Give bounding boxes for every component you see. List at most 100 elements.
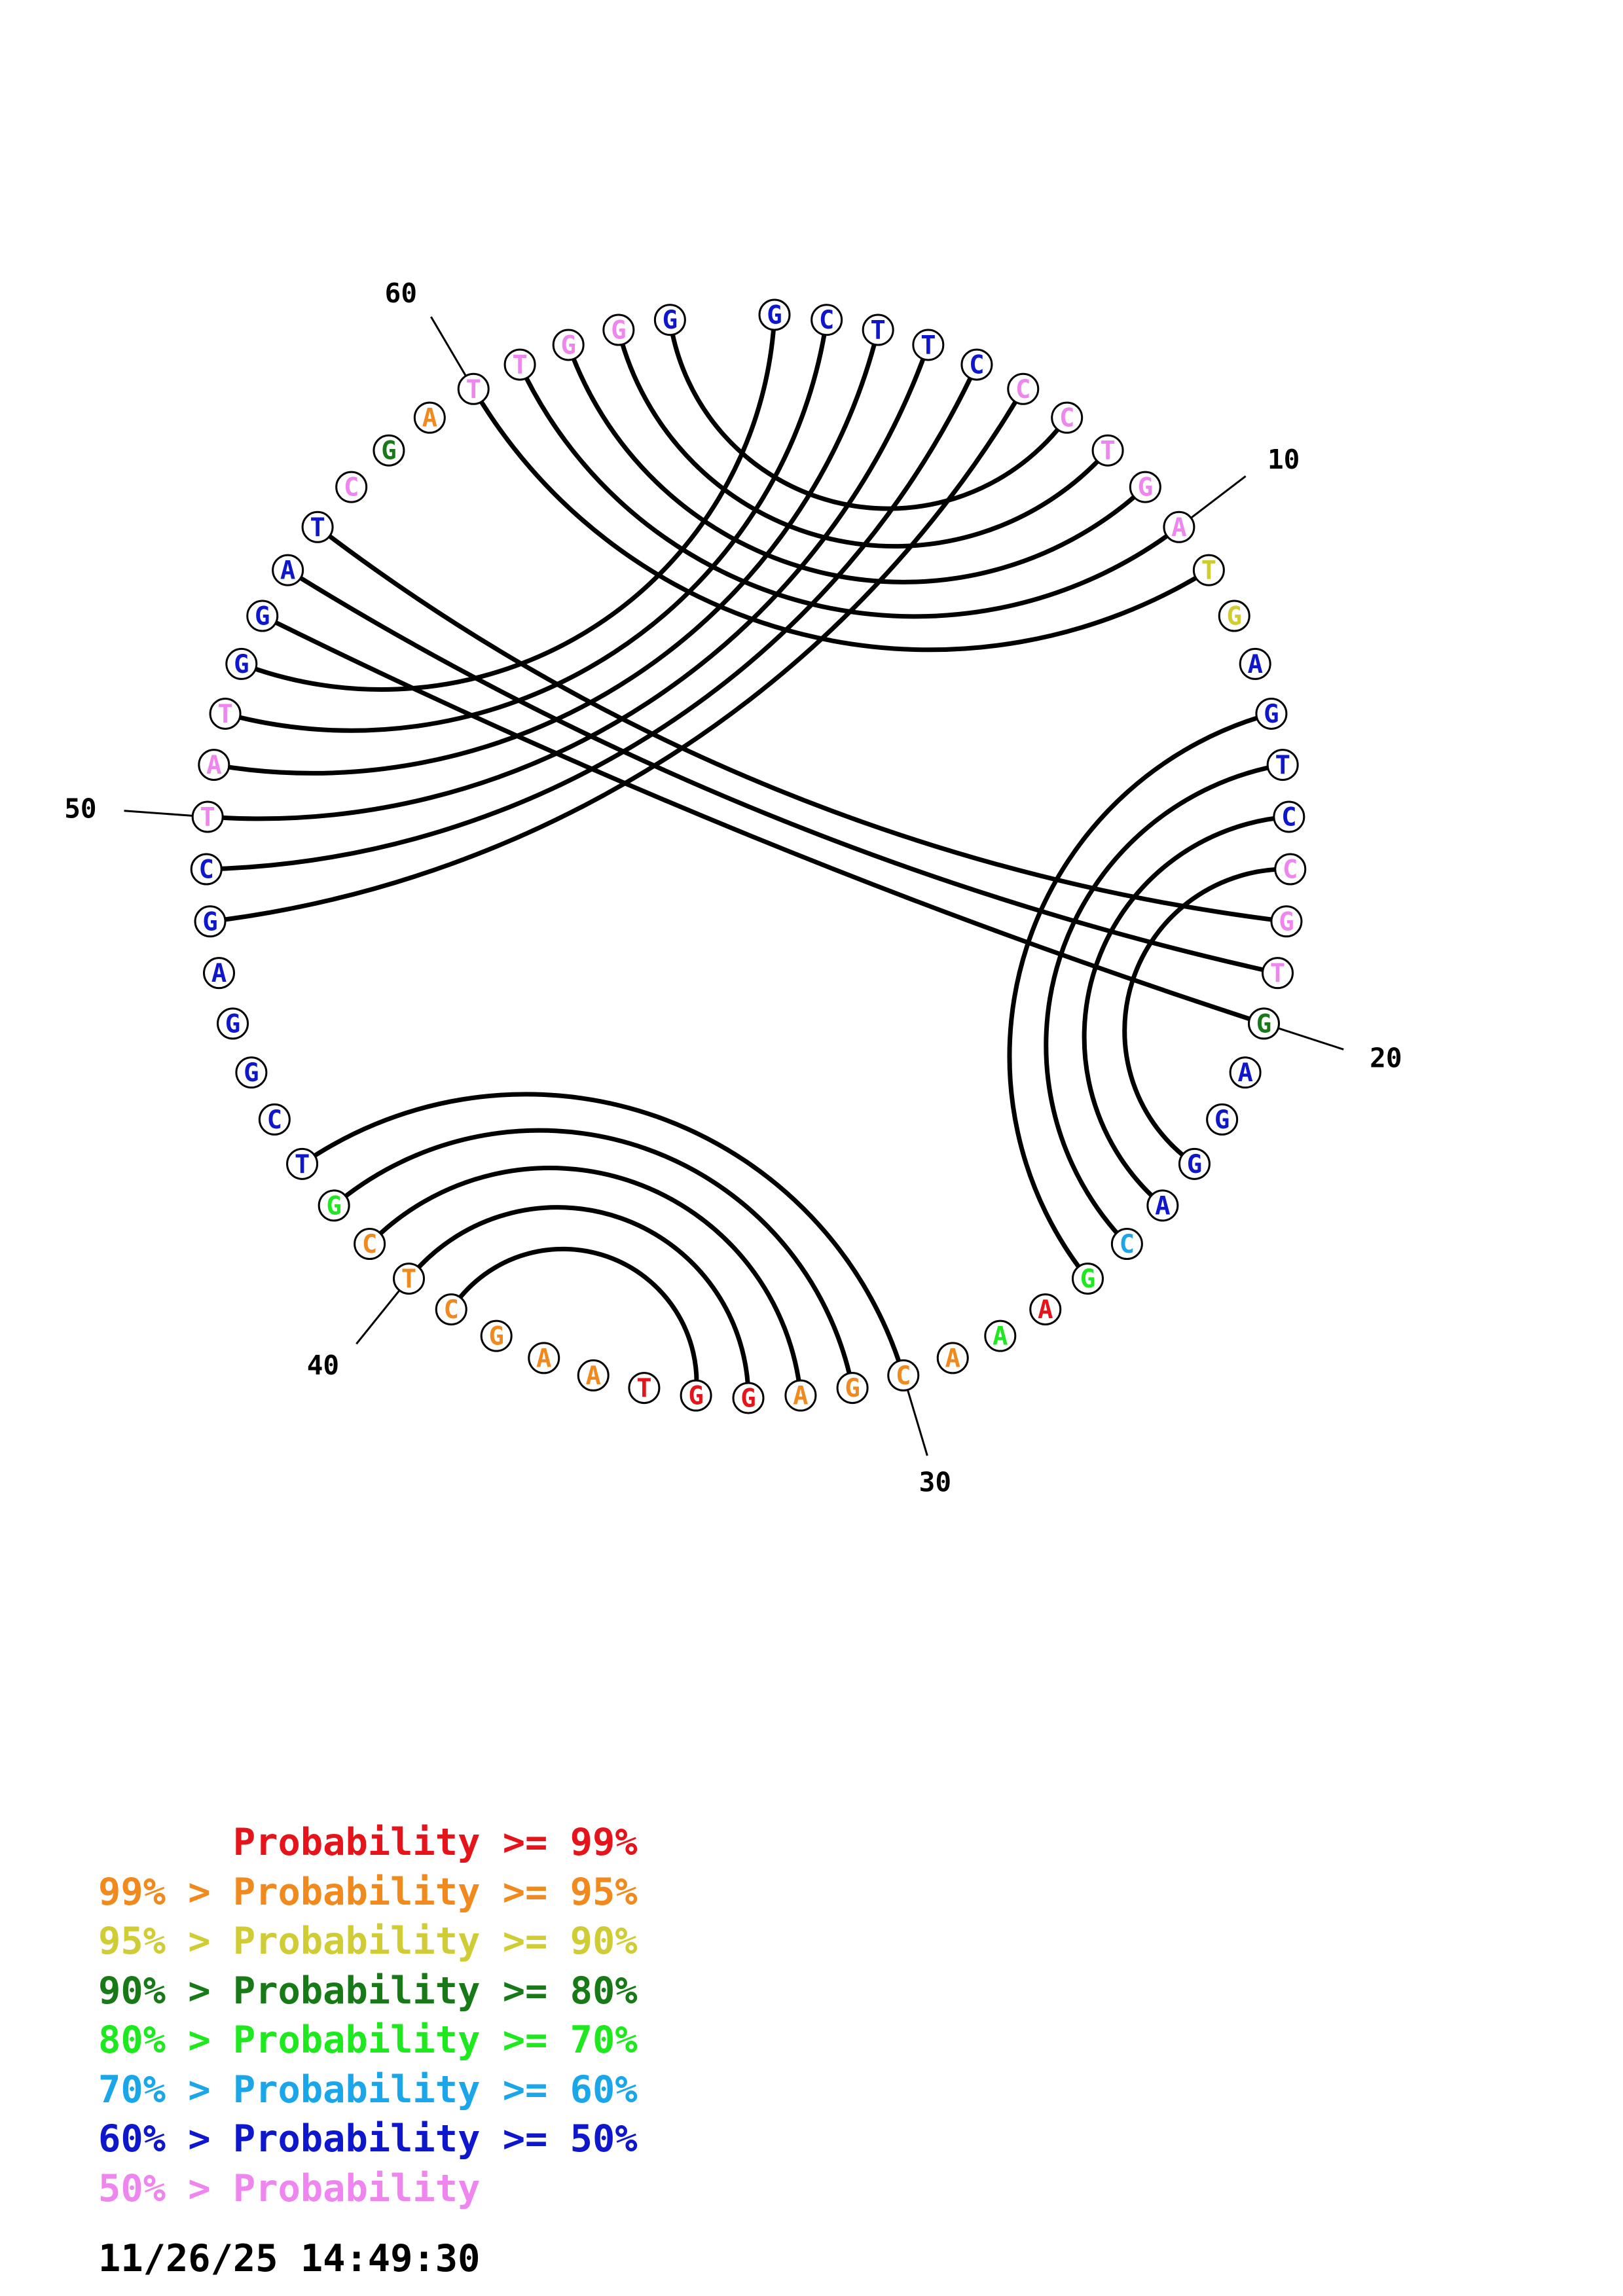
pair-arc-14-26 <box>1007 711 1272 1280</box>
nucleotide-3: T <box>862 314 894 346</box>
nucleotide-7: C <box>1051 401 1084 434</box>
nucleotide-22: G <box>1206 1103 1239 1136</box>
nucleotide-letter: C <box>362 1230 377 1259</box>
nucleotide-29: A <box>936 1342 969 1374</box>
nucleotide-53: G <box>225 647 258 680</box>
nucleotide-circle <box>1218 600 1250 632</box>
nucleotide-24: A <box>1146 1189 1179 1222</box>
nucleotide-letter: A <box>1237 1058 1252 1088</box>
pair-arc-4-50 <box>207 344 931 821</box>
nucleotide-letter: C <box>1283 855 1298 885</box>
legend-row-yellow: 95% > Probability >= 90% <box>98 1920 638 1963</box>
nucleotide-letter: A <box>585 1361 600 1391</box>
nucleotide-letter: A <box>1171 513 1186 543</box>
nucleotide-26: G <box>1071 1263 1104 1295</box>
nucleotide-56: T <box>301 511 334 543</box>
pair-arc-3-51 <box>213 329 881 776</box>
nucleotide-letter: G <box>1187 1150 1202 1179</box>
position-label-30: 30 <box>919 1466 951 1498</box>
nucleotide-9: G <box>1129 471 1161 503</box>
nucleotide-44: C <box>258 1103 291 1136</box>
nucleotide-60: T <box>457 372 490 405</box>
nucleotide-circle <box>602 314 635 346</box>
nucleotide-25: C <box>1110 1228 1143 1261</box>
nucleotide-circle <box>836 1372 869 1405</box>
nucleotide-35: T <box>628 1372 661 1405</box>
nucleotide-letter: A <box>280 556 295 586</box>
nucleotide-letter: G <box>202 907 217 937</box>
nucleotide-circle <box>1206 1103 1239 1136</box>
nucleotide-33: G <box>732 1382 765 1414</box>
nucleotide-letter: A <box>1155 1191 1170 1221</box>
nucleotide-55: A <box>272 554 304 586</box>
nucleotide-circle <box>758 298 791 331</box>
nucleotide-58: G <box>373 434 405 467</box>
nucleotide-63: G <box>602 314 635 346</box>
nucleotide-50: T <box>191 800 224 833</box>
nucleotide-circle <box>198 749 230 781</box>
nucleotide-letter: G <box>1256 1009 1271 1039</box>
nucleotide-48: G <box>194 905 227 938</box>
position-tick-60 <box>430 316 467 377</box>
nucleotide-letter: G <box>663 306 678 335</box>
nucleotide-circle <box>258 1103 291 1136</box>
nucleotide-15: T <box>1266 749 1299 781</box>
legend-row-green: 80% > Probability >= 70% <box>98 2018 638 2062</box>
nucleotide-circle <box>984 1319 1017 1352</box>
nucleotide-28: A <box>984 1319 1017 1352</box>
nucleotide-letter: T <box>465 375 481 404</box>
nucleotide-17: C <box>1274 853 1307 886</box>
nucleotide-letter: A <box>993 1322 1008 1352</box>
nucleotide-circle <box>1110 1228 1143 1261</box>
nucleotide-letter: A <box>206 751 221 780</box>
position-label-10: 10 <box>1267 444 1300 475</box>
nucleotide-letter: G <box>255 602 270 632</box>
nucleotide-circle <box>1146 1189 1179 1222</box>
nucleotide-letter: C <box>344 473 359 503</box>
nucleotide-letter: T <box>921 331 936 360</box>
nucleotide-circle <box>194 905 227 938</box>
nucleotide-letter: C <box>819 306 834 335</box>
nucleotide-circle <box>912 329 945 361</box>
nucleotide-letter: A <box>793 1382 808 1411</box>
nucleotide-letter: G <box>234 650 249 679</box>
pair-arc-30-43 <box>301 1092 906 1376</box>
nucleotide-21: A <box>1229 1056 1262 1089</box>
nucleotide-4: T <box>912 329 945 361</box>
nucleotide-13: A <box>1239 647 1271 680</box>
nucleotide-letter: T <box>870 316 885 346</box>
position-ticks: 10 20 30 40 50 60 <box>64 278 1402 1498</box>
nucleotide-letter: G <box>488 1322 503 1352</box>
position-tick-40 <box>356 1289 401 1345</box>
nucleotide-letter: G <box>1214 1105 1230 1135</box>
pair-arc-10-61 <box>517 363 1181 619</box>
legend-row-pink: 50% > Probability <box>98 2166 481 2210</box>
nucleotide-letter: G <box>845 1374 860 1403</box>
pair-arc-34-39 <box>449 1246 699 1396</box>
nucleotide-circle <box>628 1372 661 1405</box>
nucleotide-circle <box>528 1342 560 1374</box>
nucleotide-letter: T <box>1201 556 1216 586</box>
pair-arc-2-52 <box>225 319 830 733</box>
pair-arc-32-41 <box>368 1166 803 1396</box>
nucleotide-62: G <box>552 329 585 361</box>
nucleotide-30: C <box>887 1359 920 1391</box>
nucleotide-circle <box>457 372 490 405</box>
nucleotide-14: G <box>1255 697 1288 730</box>
nucleotide-letter: G <box>611 316 626 346</box>
nucleotide-circle <box>217 1007 249 1040</box>
nucleotide-letter: T <box>1100 437 1115 466</box>
nucleotide-letter: T <box>512 351 527 380</box>
nucleotide-letter: C <box>896 1361 911 1391</box>
nucleotide-letter: G <box>688 1382 703 1411</box>
probability-legend: Probability >= 99% 99% > Probability >= 9… <box>98 1818 638 2214</box>
nucleotide-20: G <box>1247 1007 1280 1040</box>
nucleotide-circle <box>435 1293 467 1326</box>
nucleotide-letter: G <box>560 331 575 360</box>
nucleotide-circle <box>246 600 279 632</box>
pair-arc-1-53 <box>240 314 777 692</box>
nucleotide-letter: C <box>267 1105 282 1135</box>
nucleotide-circle <box>862 314 894 346</box>
pair-arc-11-60 <box>471 387 1211 653</box>
nucleotide-36: A <box>577 1359 610 1391</box>
